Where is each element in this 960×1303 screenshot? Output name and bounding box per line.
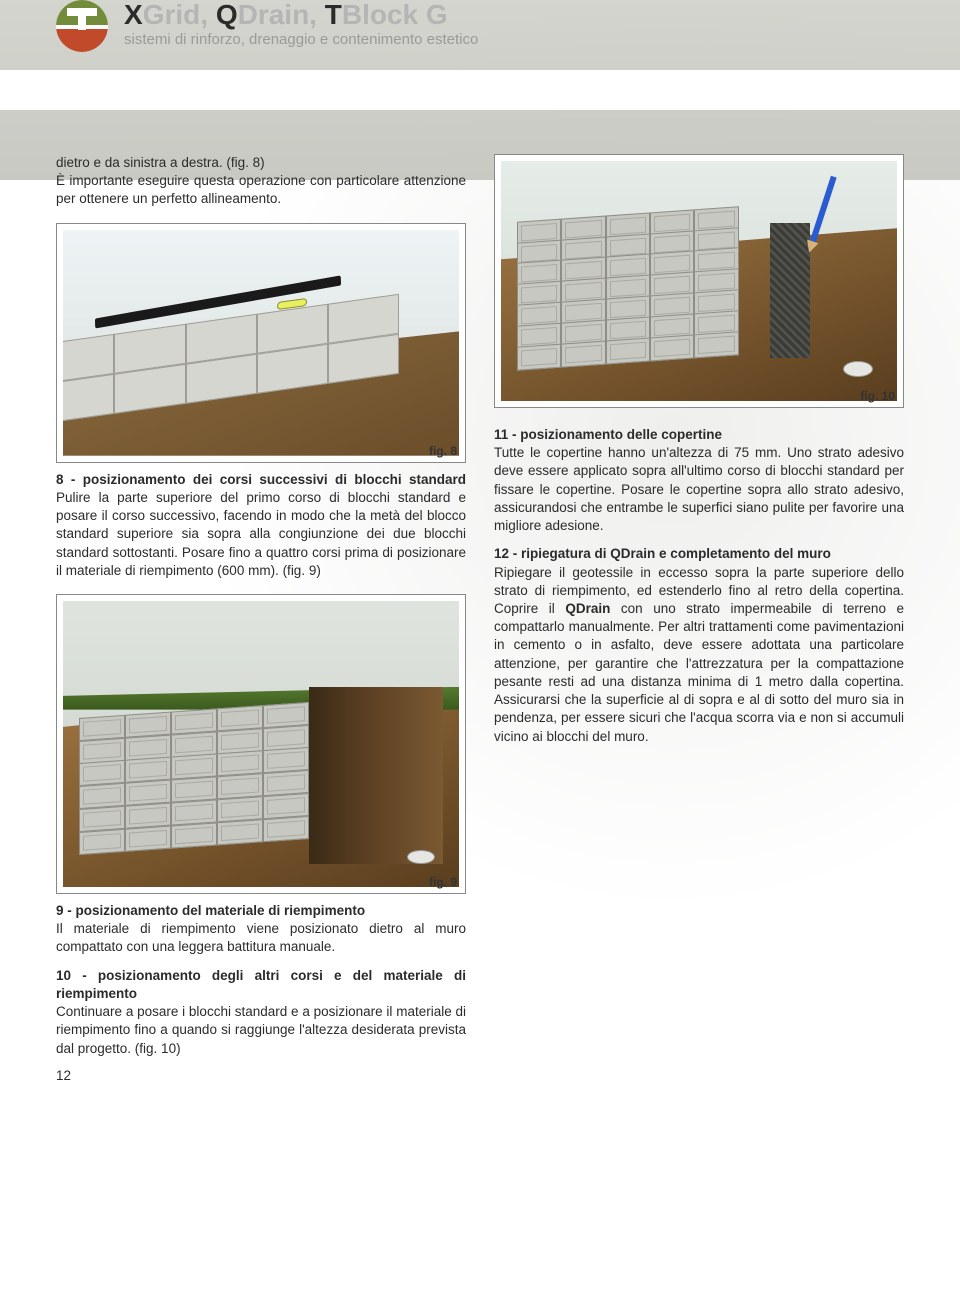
step-11-body: Tutte le copertine hanno un'altezza di 7… bbox=[494, 445, 904, 533]
figure-9-caption: fig. 9 bbox=[429, 875, 457, 889]
step-12-paragraph: 12 - ripiegatura di QDrain e completamen… bbox=[494, 545, 904, 745]
figure-9-render bbox=[63, 601, 459, 887]
brand-logo-icon bbox=[56, 0, 108, 52]
step-10-paragraph: 10 - posizionamento degli altri corsi e … bbox=[56, 967, 466, 1058]
right-column: fig. 10 11 - posizionamento delle copert… bbox=[494, 154, 904, 1083]
step-9-body: Il materiale di riempimento viene posizi… bbox=[56, 921, 466, 954]
page-header: XGrid, QDrain, TBlock G sistemi di rinfo… bbox=[0, 0, 960, 64]
header-text: XGrid, QDrain, TBlock G sistemi di rinfo… bbox=[124, 0, 478, 48]
step-9-title: 9 - posizionamento del materiale di riem… bbox=[56, 903, 365, 918]
step-12-title: 12 - ripiegatura di QDrain e completamen… bbox=[494, 546, 831, 561]
figure-10: fig. 10 bbox=[494, 154, 904, 408]
intro-paragraph: dietro e da sinistra a destra. (fig. 8) … bbox=[56, 154, 466, 209]
step-11-paragraph: 11 - posizionamento delle copertine Tutt… bbox=[494, 426, 904, 535]
title-rest-2: Block G bbox=[342, 0, 448, 30]
step-12-body: Ripiegare il geotessile in eccesso sopra… bbox=[494, 565, 904, 744]
figure-9: fig. 9 bbox=[56, 594, 466, 894]
page-subtitle: sistemi di rinforzo, drenaggio e conteni… bbox=[124, 31, 478, 48]
figure-8-caption: fig. 8 bbox=[429, 444, 457, 458]
title-bold-q: Q bbox=[216, 0, 238, 30]
figure-10-caption: fig. 10 bbox=[860, 389, 895, 403]
figure-8-render bbox=[63, 230, 459, 456]
step-12-title-pre: 12 - ripiegatura di bbox=[494, 546, 610, 561]
step-10-title: 10 - posizionamento degli altri corsi e … bbox=[56, 968, 466, 1001]
step-10-body: Continuare a posare i blocchi standard e… bbox=[56, 1004, 466, 1055]
step-11-title: 11 - posizionamento delle copertine bbox=[494, 427, 722, 442]
step-12-title-post: e completamento del muro bbox=[655, 546, 831, 561]
page-number: 12 bbox=[56, 1068, 466, 1083]
title-rest-0: Grid, bbox=[143, 0, 216, 30]
title-bold-x: X bbox=[124, 0, 143, 30]
figure-8: fig. 8 bbox=[56, 223, 466, 463]
step-8-body: Pulire la parte superiore del primo cors… bbox=[56, 490, 466, 578]
page-content: dietro e da sinistra a destra. (fig. 8) … bbox=[0, 64, 960, 1103]
figure-10-render bbox=[501, 161, 897, 401]
step-8-title: 8 - posizionamento dei corsi successivi … bbox=[56, 472, 466, 487]
left-column: dietro e da sinistra a destra. (fig. 8) … bbox=[56, 154, 466, 1083]
step-8-paragraph: 8 - posizionamento dei corsi successivi … bbox=[56, 471, 466, 580]
step-12-title-bold: QDrain bbox=[610, 546, 655, 561]
title-bold-t: T bbox=[325, 0, 342, 30]
title-rest-1: Drain, bbox=[238, 0, 325, 30]
step-9-paragraph: 9 - posizionamento del materiale di riem… bbox=[56, 902, 466, 957]
drain-layer-icon bbox=[770, 223, 810, 357]
step-12-body-bold: QDrain bbox=[565, 601, 610, 616]
step-12-body-post: con uno strato impermeabile di terreno e… bbox=[494, 601, 904, 744]
page-title: XGrid, QDrain, TBlock G bbox=[124, 0, 478, 29]
